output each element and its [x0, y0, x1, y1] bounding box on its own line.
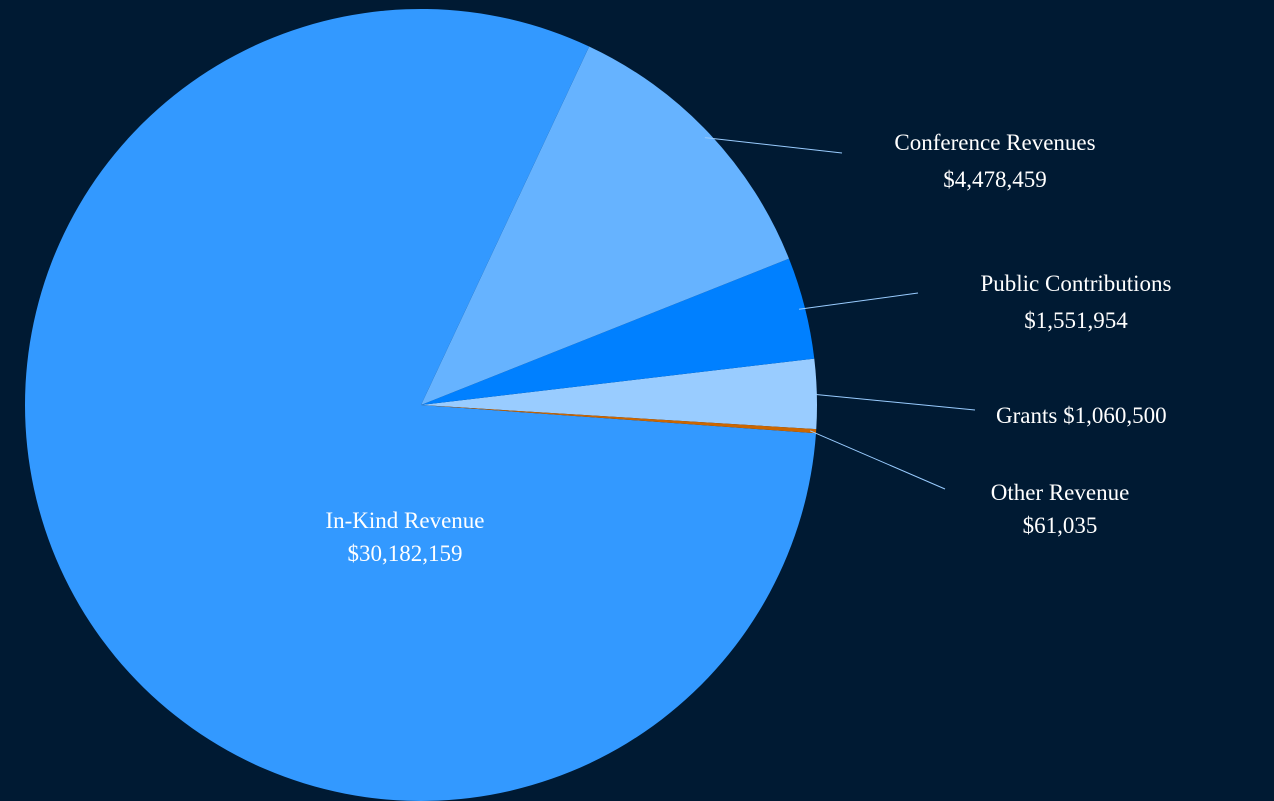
leader-lines [704, 137, 976, 490]
leader-line-grants [810, 393, 976, 411]
pie-slice-public-contributions [421, 258, 815, 405]
slice-value-public-contributions: $1,551,954 [1024, 308, 1128, 333]
pie-slices [25, 9, 817, 801]
slice-name-other-revenue: Other Revenue [991, 480, 1130, 505]
slice-value-conference-revenues: $4,478,459 [943, 167, 1047, 192]
leader-line-other-revenue [809, 430, 946, 490]
pie-slice-in-kind-revenue [25, 9, 816, 801]
leader-line-conference-revenues [704, 137, 843, 154]
pie-slice-other-revenue [421, 405, 817, 434]
pie-slice-conference-revenues [421, 46, 789, 405]
pie-slice-grants [421, 358, 817, 430]
slice-name-in-kind-revenue: In-Kind Revenue [325, 508, 484, 533]
slice-value-other-revenue: $61,035 [1023, 513, 1098, 538]
slice-label-grants: Grants $1,060,500 [996, 403, 1167, 428]
slice-labels: Grants $1,060,500 Public Contributions $1,… [325, 130, 1171, 566]
slice-value-in-kind-revenue: $30,182,159 [348, 541, 463, 566]
slice-name-public-contributions: Public Contributions [980, 271, 1171, 296]
leader-line-public-contributions [799, 292, 919, 310]
slice-name-conference-revenues: Conference Revenues [894, 130, 1095, 155]
